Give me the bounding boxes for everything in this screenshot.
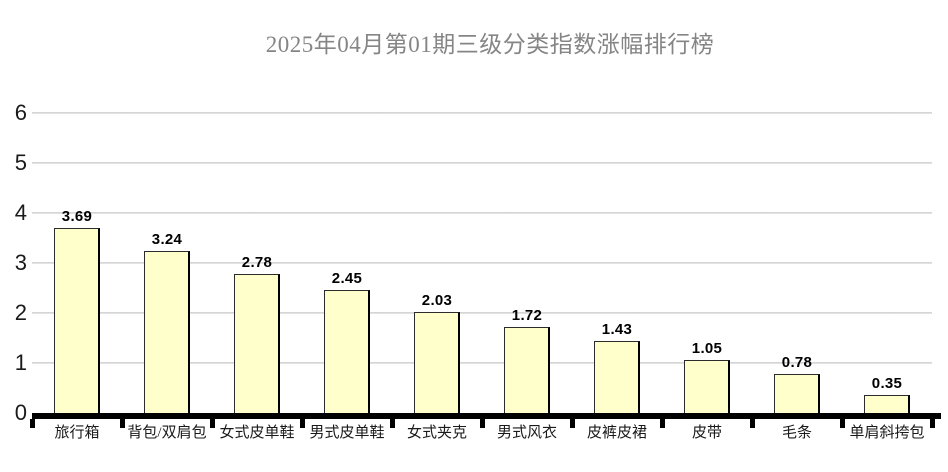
- bar-value-label: 3.24: [151, 231, 183, 248]
- y-axis-tick-label: 0: [14, 400, 27, 425]
- x-axis-category-label: 皮裤皮裙: [586, 425, 647, 441]
- bar-value-label: 1.72: [511, 307, 543, 324]
- x-axis-tick: [750, 419, 755, 428]
- x-axis-category-label: 单肩斜挎包: [849, 425, 925, 441]
- y-axis-tick-label: 5: [14, 150, 27, 175]
- y-axis-tick-label: 2: [14, 300, 27, 325]
- x-axis-category-label: 皮带: [691, 425, 722, 441]
- bar: [594, 341, 640, 413]
- bar: [684, 360, 730, 413]
- x-axis-tick: [840, 419, 845, 428]
- x-axis-category-label: 背包/双肩包: [127, 425, 207, 441]
- x-axis-tick: [30, 419, 35, 428]
- gridline: [32, 112, 932, 114]
- bar: [414, 312, 460, 413]
- x-axis-line: [32, 413, 941, 419]
- bar: [144, 251, 190, 413]
- y-axis-tick-label: 1: [14, 350, 27, 375]
- bar: [504, 327, 550, 413]
- bar-value-label: 1.43: [601, 321, 633, 338]
- bar-value-label: 2.45: [331, 270, 363, 287]
- bar: [324, 290, 370, 413]
- x-axis-tick: [660, 419, 665, 428]
- x-axis-tick: [930, 419, 935, 428]
- x-axis-tick: [300, 419, 305, 428]
- x-axis-category-label: 男式皮单鞋: [309, 425, 385, 441]
- x-axis-category-label: 毛条: [781, 425, 812, 441]
- x-axis-tick: [570, 419, 575, 428]
- bar: [54, 228, 100, 413]
- bar-value-label: 0.35: [871, 375, 903, 392]
- bar: [234, 274, 280, 413]
- chart-title: 2025年04月第01期三级分类指数涨幅排行榜: [265, 32, 715, 57]
- x-axis-category-label: 旅行箱: [54, 425, 100, 441]
- x-axis-tick: [120, 419, 125, 428]
- y-axis-tick-label: 6: [14, 100, 27, 125]
- x-axis-category-label: 男式风衣: [496, 425, 557, 441]
- bar-value-label: 2.78: [241, 254, 273, 271]
- gridline: [32, 362, 932, 364]
- y-axis-tick-label: 4: [14, 200, 27, 225]
- y-axis-tick-label: 3: [14, 250, 27, 275]
- bar: [864, 395, 910, 413]
- gridline: [32, 262, 932, 264]
- bar-value-label: 2.03: [421, 292, 453, 309]
- gridline: [32, 212, 932, 214]
- x-axis-category-label: 女式夹克: [406, 425, 467, 441]
- gridline: [32, 312, 932, 314]
- x-axis-tick: [390, 419, 395, 428]
- x-axis-category-label: 女式皮单鞋: [219, 425, 295, 441]
- bar-value-label: 0.78: [781, 354, 813, 371]
- gridline: [32, 162, 932, 164]
- bar-value-label: 3.69: [61, 208, 93, 225]
- x-axis-tick: [480, 419, 485, 428]
- x-axis-tick: [210, 419, 215, 428]
- bar-value-label: 1.05: [691, 340, 723, 357]
- bar: [774, 374, 820, 413]
